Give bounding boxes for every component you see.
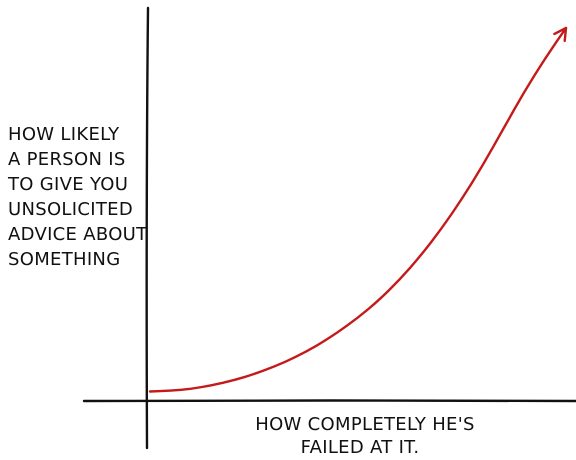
y-axis-label-line: ADVICE ABOUT (8, 224, 148, 245)
x-axis-label-line: FAILED AT IT. (301, 437, 420, 458)
series-layer (148, 26, 568, 393)
y-axis-label-line: TO GIVE YOU (7, 174, 128, 195)
series-line (148, 26, 568, 393)
y-axis-label: HOW LIKELY A PERSON IS TO GIVE YOU UNSOL… (7, 124, 153, 270)
x-axis-label: HOW COMPLETELY HE'S FAILED AT IT. (255, 414, 480, 458)
arrowhead (553, 26, 568, 43)
y-axis-label-line: A PERSON IS (8, 149, 126, 170)
y-axis-label-line: SOMETHING (8, 249, 120, 270)
y-axis-label-line: UNSOLICITED (8, 199, 133, 220)
y-axis (145, 6, 150, 450)
x-axis-label-line: HOW COMPLETELY HE'S (255, 414, 474, 435)
x-axis (82, 399, 576, 403)
y-axis-label-line: HOW LIKELY (8, 124, 120, 145)
